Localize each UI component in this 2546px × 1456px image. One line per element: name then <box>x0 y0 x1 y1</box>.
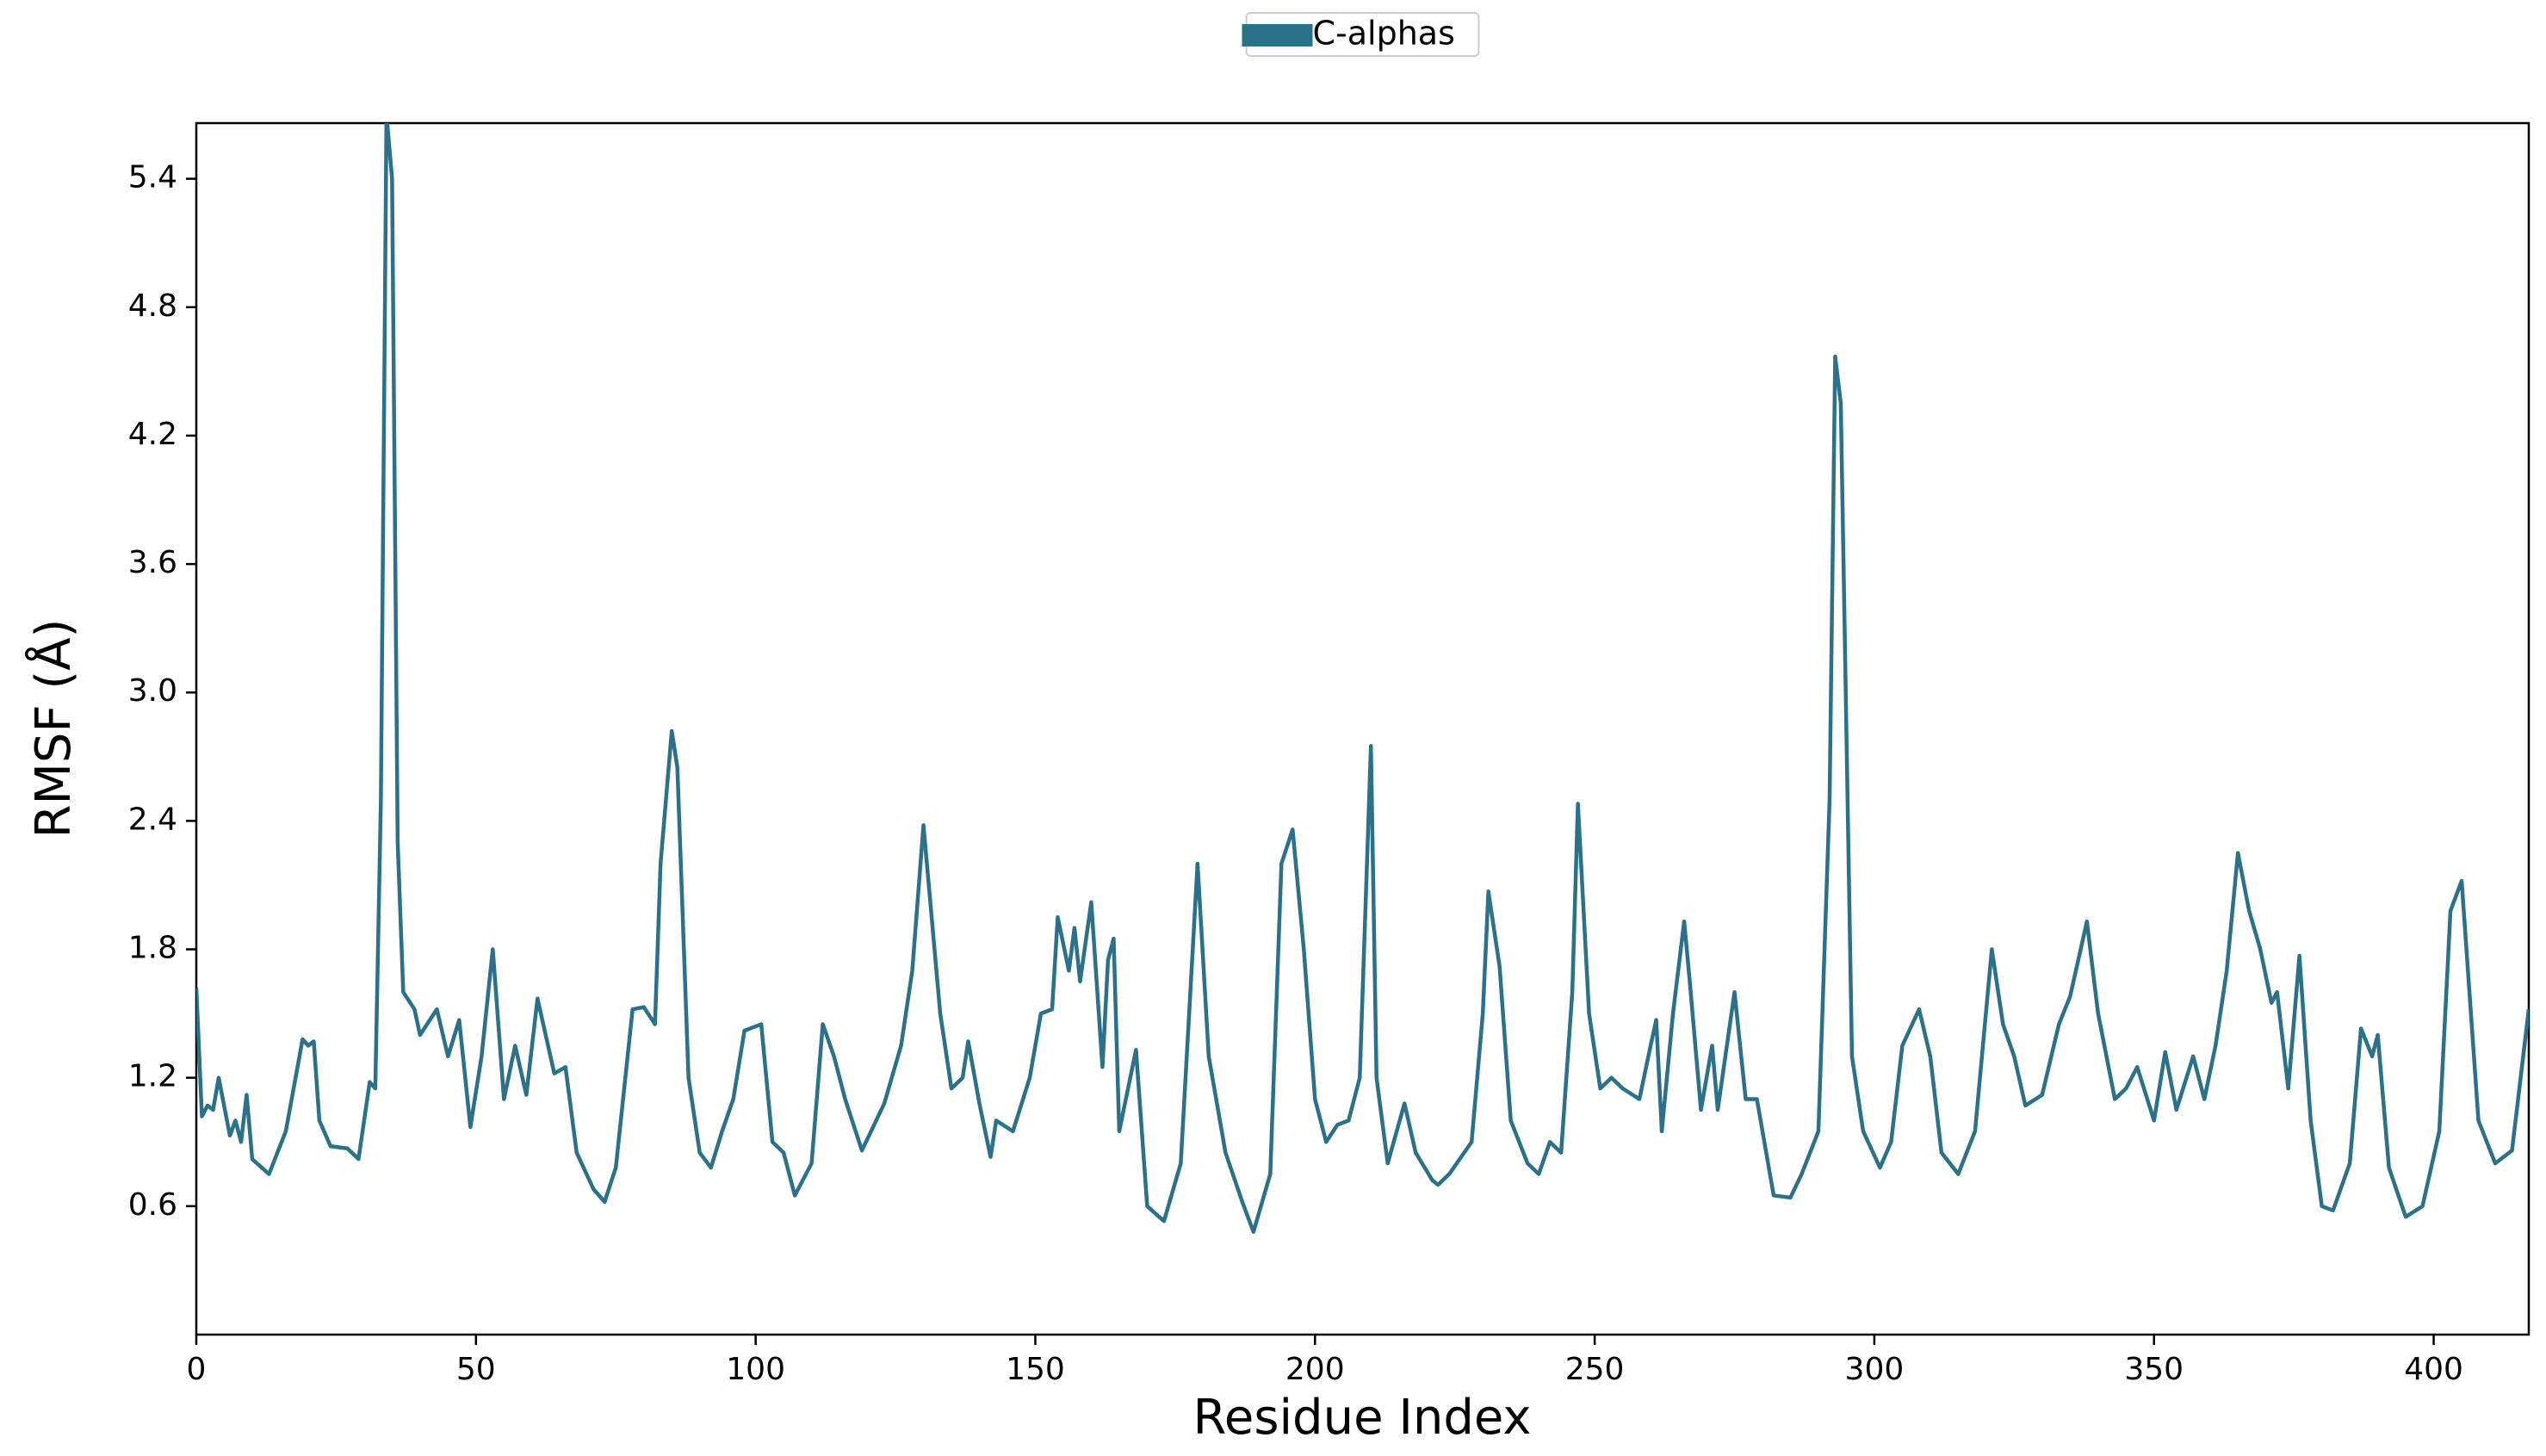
y-tick-label: 5.4 <box>128 160 177 195</box>
legend-swatch <box>1242 24 1313 46</box>
x-tick-label: 250 <box>1565 1352 1625 1387</box>
x-tick-label: 150 <box>1006 1352 1065 1387</box>
legend: C-alphas <box>1242 12 1480 57</box>
data-line <box>196 123 2529 1234</box>
y-tick-label: 2.4 <box>128 802 177 837</box>
y-axis-label: RMSF (Å) <box>25 619 82 839</box>
x-tick-label: 50 <box>456 1352 496 1387</box>
y-tick-label: 4.8 <box>128 288 177 324</box>
x-tick-label: 400 <box>2404 1352 2463 1387</box>
y-tick-label: 4.2 <box>128 417 177 452</box>
legend-label: C-alphas <box>1313 15 1455 53</box>
y-tick-label: 0.6 <box>128 1187 177 1223</box>
y-tick-label: 3.6 <box>128 545 177 580</box>
plot-frame <box>195 121 2531 1336</box>
x-tick-label: 200 <box>1285 1352 1345 1387</box>
x-tick-label: 0 <box>187 1352 207 1387</box>
y-tick-label: 3.0 <box>128 673 177 709</box>
y-tick-label: 1.2 <box>128 1059 177 1094</box>
x-tick-label: 300 <box>1845 1352 1905 1387</box>
x-tick-label: 350 <box>2124 1352 2184 1387</box>
x-tick-label: 100 <box>726 1352 785 1387</box>
y-tick-label: 1.8 <box>128 931 177 966</box>
x-axis-label: Residue Index <box>1192 1390 1531 1446</box>
